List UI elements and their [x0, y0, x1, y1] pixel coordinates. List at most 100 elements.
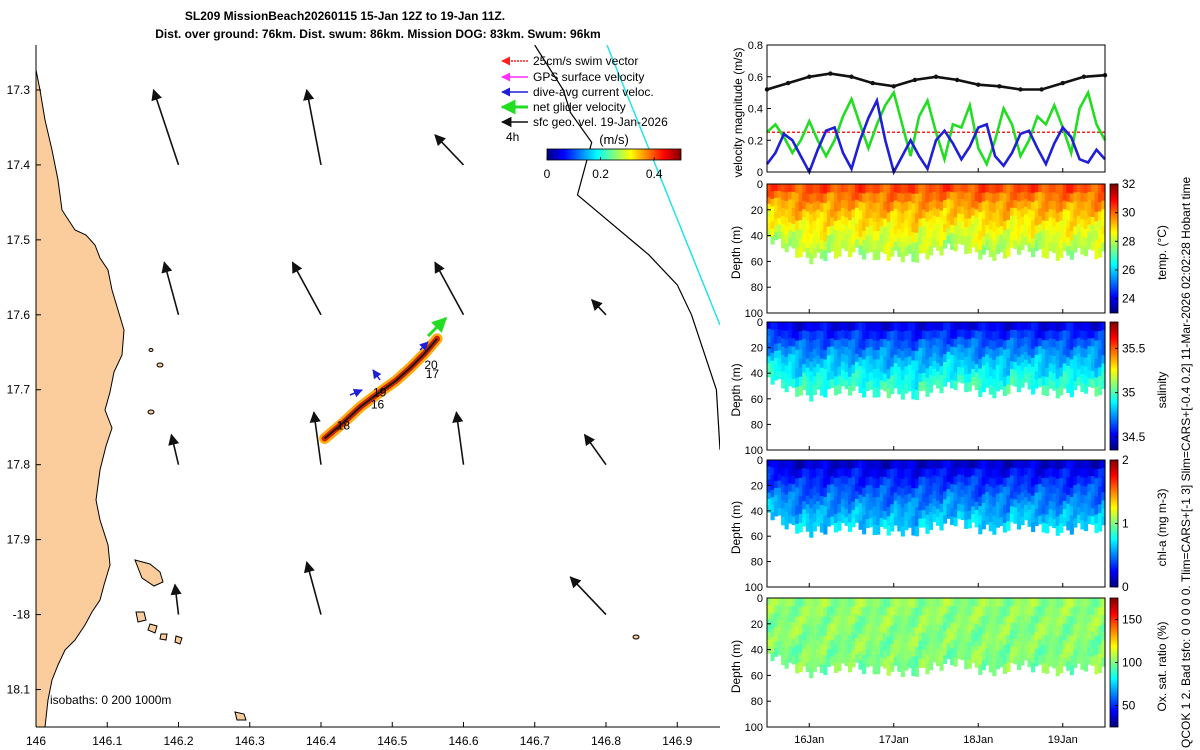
- salinity-cell: [840, 361, 846, 371]
- salinity-cell: [798, 340, 803, 350]
- oxygen-cell: [809, 667, 814, 679]
- chlorophyll-cell: [802, 460, 807, 469]
- temperature-colorbar-tick-label: 30: [1122, 206, 1136, 220]
- velocity-point: [828, 71, 833, 76]
- temperature-cell: [840, 200, 846, 209]
- chlorophyll-cell: [851, 476, 856, 486]
- oxygen-cell: [999, 615, 1004, 625]
- oxygen-cell: [1031, 625, 1036, 636]
- oxygen-cell: [847, 616, 853, 627]
- chlorophyll-cell: [893, 468, 898, 477]
- oxygen-cell: [1052, 615, 1057, 625]
- temperature-cell: [971, 223, 976, 232]
- temperature-cell: [788, 191, 793, 201]
- salinity-cell: [911, 389, 916, 400]
- chlorophyll-cell: [939, 503, 944, 513]
- salinity-cell: [988, 358, 993, 368]
- salinity-cell: [943, 378, 948, 387]
- salinity-cell: [999, 330, 1004, 340]
- oxygen-cell: [1038, 631, 1043, 640]
- oxygen-cell: [943, 614, 948, 624]
- salinity-cell: [819, 358, 824, 369]
- oxygen-cell: [1076, 614, 1081, 623]
- oxygen-cell: [890, 598, 895, 608]
- temperature-cell: [830, 225, 835, 235]
- salinity-cell: [925, 349, 930, 360]
- temperature-cell: [826, 201, 831, 211]
- temperature-cell: [819, 202, 824, 213]
- salinity-cell: [893, 379, 898, 389]
- island: [147, 409, 155, 415]
- temperature-cell: [953, 184, 958, 193]
- chlorophyll-cell: [798, 468, 803, 479]
- salinity-cell: [921, 364, 927, 374]
- salinity-cell: [1048, 338, 1053, 348]
- salinity-y-tick-label: 40: [751, 368, 763, 380]
- temperature-cell: [862, 193, 867, 204]
- temperature-cell: [767, 184, 772, 192]
- chlorophyll-cell: [883, 502, 888, 512]
- oxygen-cell: [1002, 645, 1008, 656]
- salinity-cell: [1059, 376, 1064, 387]
- oxygen-cell: [805, 625, 810, 636]
- oxygen-cell: [770, 652, 775, 662]
- oxygen-cell: [960, 621, 965, 630]
- chlorophyll-cell: [957, 474, 962, 483]
- temperature-cell: [1062, 184, 1067, 193]
- salinity-cell: [985, 378, 990, 388]
- salinity-cell: [869, 347, 874, 357]
- chlorophyll-cell: [904, 486, 909, 496]
- salinity-cell: [904, 339, 909, 350]
- temperature-cell: [992, 193, 997, 204]
- temperature-cell: [862, 249, 867, 260]
- oxygen-colorbar-tick-label: 50: [1122, 699, 1136, 713]
- salinity-cell: [1059, 331, 1064, 341]
- oxygen-cell: [876, 607, 881, 618]
- temperature-cell: [795, 211, 800, 222]
- chlorophyll-cell: [781, 476, 786, 485]
- chlorophyll-cell: [812, 460, 817, 470]
- oxygen-cell: [767, 625, 772, 634]
- chlorophyll-cell: [890, 504, 895, 514]
- temperature-cell: [957, 184, 962, 193]
- chlorophyll-cell: [967, 460, 972, 470]
- oxygen-cell: [802, 614, 807, 625]
- temperature-cell: [805, 211, 810, 222]
- oxygen-cell: [1090, 656, 1096, 666]
- salinity-cell: [981, 374, 986, 384]
- temperature-cell: [1041, 193, 1046, 203]
- salinity-cell: [855, 353, 860, 363]
- chlorophyll-cell: [788, 475, 793, 485]
- salinity-cell: [999, 380, 1004, 390]
- salinity-cell: [918, 364, 923, 374]
- oxygen-cell: [1009, 622, 1015, 631]
- oxygen-cell: [823, 617, 828, 628]
- salinity-cell: [1024, 344, 1029, 353]
- chlorophyll-cell: [798, 522, 803, 533]
- velocity-point: [954, 77, 960, 83]
- temperature-cell: [1073, 234, 1078, 245]
- oxygen-cell: [886, 598, 891, 609]
- chlorophyll-cell: [1101, 484, 1106, 493]
- salinity-cell: [890, 384, 895, 395]
- temperature-cell: [988, 193, 993, 203]
- salinity-cell: [890, 322, 895, 332]
- salinity-cell: [1059, 367, 1064, 378]
- oxygen-cell: [851, 606, 856, 616]
- oxygen-cell: [967, 615, 972, 625]
- chlorophyll-cell: [795, 469, 800, 479]
- chlorophyll-cell: [833, 486, 839, 497]
- oxygen-cell: [788, 654, 793, 663]
- salinity-cell: [918, 339, 923, 349]
- chlorophyll-cell: [1002, 486, 1008, 497]
- temperature-cell: [978, 212, 983, 223]
- salinity-cell: [995, 347, 1000, 358]
- chlorophyll-cell: [957, 460, 962, 468]
- temperature-cell: [851, 200, 856, 210]
- salinity-cell: [795, 340, 800, 351]
- chlorophyll-cell: [950, 492, 955, 501]
- oxygen-cell: [781, 598, 786, 607]
- oxygen-cell: [1083, 634, 1088, 645]
- chlorophyll-cell: [921, 493, 927, 503]
